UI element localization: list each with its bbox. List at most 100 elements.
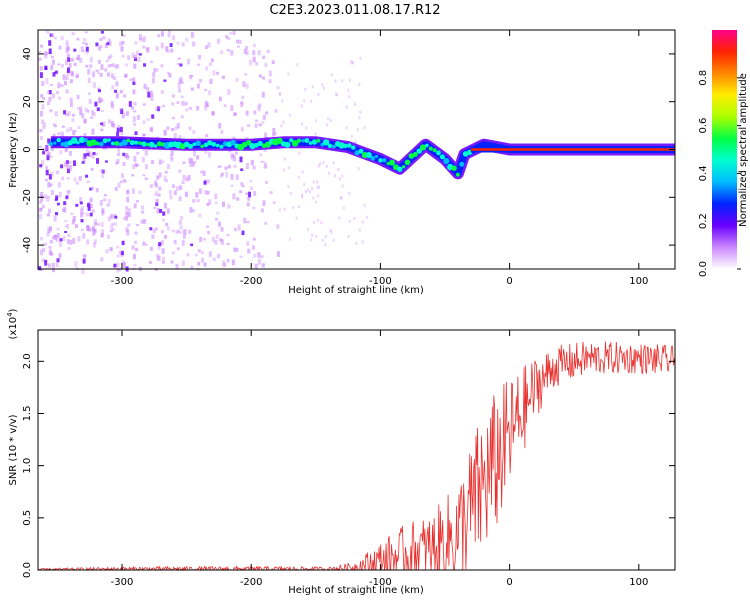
heatmap-noise-cell — [272, 133, 276, 137]
colorbar-tick-label: 0.4 — [698, 165, 709, 181]
heatmap-noise-cell — [240, 168, 244, 171]
heatmap-noise-cell — [112, 228, 116, 231]
heatmap-noise-cell — [69, 102, 73, 108]
heatmap-noise-cell — [52, 72, 56, 77]
heatmap-noise-cell — [40, 237, 44, 241]
heatmap-noise-cell — [179, 63, 183, 67]
heatmap-noise-cell — [345, 105, 348, 109]
heatmap-noise-cell — [75, 75, 79, 78]
heatmap-noise-cell — [86, 225, 90, 231]
heatmap-noise-cell — [250, 186, 254, 191]
heatmap-noise-cell — [253, 254, 257, 258]
heatmap-noise-cell — [150, 94, 154, 98]
heatmap-noise-cell — [237, 224, 241, 231]
heatmap-noise-cell — [166, 126, 170, 130]
heatmap-noise-cell — [311, 233, 314, 237]
heatmap-noise-cell — [126, 189, 130, 195]
heatmap-noise-cell — [111, 104, 115, 109]
heatmap-noise-cell — [119, 126, 123, 133]
heatmap-noise-cell — [282, 120, 285, 124]
heatmap-noise-cell — [317, 185, 320, 189]
heatmap-noise-cell — [216, 71, 219, 75]
heatmap-noise-cell — [289, 113, 292, 117]
heatmap-noise-cell — [230, 184, 234, 187]
heatmap-noise-cell — [116, 131, 120, 137]
heatmap-noise-cell — [252, 206, 256, 210]
spectrogram-x-tick-label: -100 — [369, 276, 392, 287]
heatmap-noise-cell — [100, 110, 104, 113]
heatmap-noise-cell — [69, 165, 73, 171]
heatmap-noise-cell — [99, 45, 103, 48]
heatmap-noise-cell — [177, 82, 181, 89]
heatmap-noise-cell — [172, 35, 176, 41]
heatmap-noise-cell — [287, 185, 290, 188]
heatmap-noise-cell — [50, 171, 54, 177]
heatmap-noise-cell — [257, 108, 261, 112]
heatmap-noise-cell — [93, 239, 97, 245]
heatmap-noise-cell — [298, 151, 301, 155]
heatmap-noise-cell — [95, 153, 99, 156]
heatmap-noise-cell — [114, 215, 118, 219]
heatmap-noise-cell — [131, 174, 135, 177]
ridge-blob — [83, 138, 88, 143]
heatmap-noise-cell — [189, 75, 193, 80]
heatmap-noise-cell — [245, 110, 249, 116]
snr-y-multiplier: (x104) — [6, 308, 19, 339]
heatmap-noise-cell — [100, 98, 104, 103]
heatmap-noise-cell — [50, 64, 54, 70]
heatmap-noise-cell — [348, 78, 351, 82]
heatmap-noise-cell — [193, 160, 197, 164]
heatmap-noise-cell — [258, 123, 262, 127]
heatmap-noise-cell — [239, 156, 243, 163]
heatmap-noise-cell — [157, 34, 161, 38]
spectrogram-x-tick-label: -300 — [111, 276, 134, 287]
heatmap-noise-cell — [215, 234, 219, 239]
heatmap-noise-cell — [223, 104, 227, 108]
heatmap-noise-cell — [209, 78, 213, 85]
heatmap-noise-cell — [240, 101, 244, 105]
heatmap-noise-cell — [196, 83, 200, 89]
heatmap-noise-cell — [167, 32, 171, 38]
ridge-blob — [432, 148, 437, 153]
heatmap-noise-cell — [199, 78, 202, 83]
heatmap-noise-cell — [47, 101, 50, 106]
heatmap-noise-cell — [56, 227, 60, 231]
heatmap-noise-cell — [284, 157, 287, 161]
snr-y-tick-label: 1.5 — [22, 406, 33, 422]
heatmap-noise-cell — [339, 196, 342, 200]
heatmap-noise-cell — [266, 49, 270, 53]
heatmap-noise-cell — [158, 186, 162, 191]
heatmap-noise-cell — [144, 163, 148, 170]
heatmap-noise-cell — [92, 71, 96, 78]
ridge-blob — [153, 144, 158, 148]
heatmap-noise-cell — [189, 207, 193, 213]
heatmap-noise-cell — [68, 63, 72, 68]
heatmap-noise-cell — [190, 265, 194, 269]
heatmap-noise-cell — [107, 216, 111, 222]
heatmap-noise-cell — [353, 141, 356, 144]
heatmap-noise-cell — [310, 99, 313, 103]
heatmap-noise-cell — [123, 94, 127, 98]
heatmap-noise-cell — [162, 261, 165, 264]
heatmap-noise-cell — [204, 190, 208, 195]
heatmap-noise-cell — [157, 193, 161, 197]
heatmap-noise-cell — [216, 211, 220, 215]
heatmap-noise-cell — [44, 53, 48, 59]
heatmap-noise-cell — [250, 159, 254, 166]
heatmap-noise-cell — [91, 153, 95, 159]
heatmap-noise-cell — [274, 109, 278, 113]
heatmap-noise-cell — [53, 36, 57, 40]
heatmap-noise-cell — [123, 154, 127, 158]
heatmap-noise-cell — [257, 50, 261, 56]
heatmap-noise-cell — [124, 63, 128, 67]
heatmap-noise-cell — [207, 90, 211, 96]
heatmap-noise-cell — [146, 118, 150, 121]
heatmap-noise-cell — [134, 57, 137, 61]
heatmap-noise-cell — [100, 122, 104, 125]
heatmap-noise-cell — [40, 94, 44, 98]
heatmap-noise-cell — [110, 101, 114, 107]
heatmap-noise-cell — [159, 209, 163, 213]
heatmap-noise-cell — [142, 133, 146, 137]
heatmap-noise-cell — [319, 162, 322, 166]
heatmap-noise-cell — [89, 56, 93, 63]
